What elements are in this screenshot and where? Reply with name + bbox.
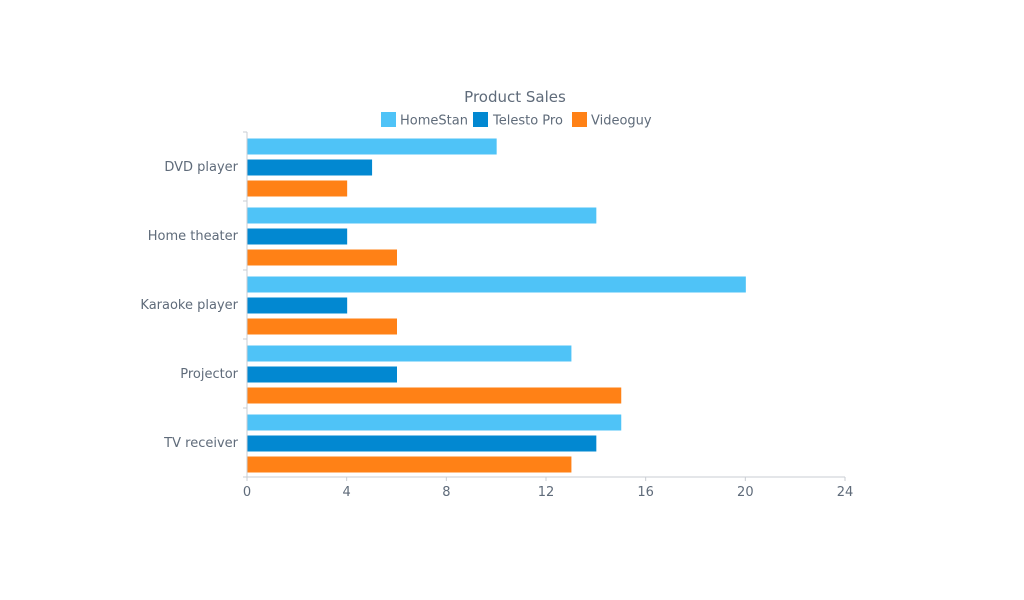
bar-videoguy-projector[interactable] — [247, 387, 622, 404]
y-tick-label-home-theater: Home theater — [148, 229, 239, 244]
legend-item-videoguy[interactable]: Videoguy — [572, 112, 652, 129]
x-tick-label-8: 8 — [442, 485, 450, 500]
legend-swatch — [572, 112, 587, 127]
bar-homestan-tv-receiver[interactable] — [247, 414, 622, 431]
x-tick-label-12: 12 — [538, 485, 555, 500]
bar-homestan-home-theater[interactable] — [247, 207, 597, 224]
x-tick-label-20: 20 — [737, 485, 754, 500]
bar-homestan-dvd-player[interactable] — [247, 138, 497, 155]
bar-homestan-karaoke-player[interactable] — [247, 276, 746, 293]
y-tick-label-karaoke-player: Karaoke player — [140, 298, 238, 313]
y-tick-label-projector: Projector — [180, 367, 238, 382]
bar-telesto-pro-tv-receiver[interactable] — [247, 435, 597, 452]
bars-group — [247, 138, 746, 473]
bar-telesto-pro-dvd-player[interactable] — [247, 159, 373, 176]
y-tick-label-tv-receiver: TV receiver — [163, 436, 238, 451]
bar-videoguy-karaoke-player[interactable] — [247, 318, 397, 335]
legend-swatch — [381, 112, 396, 127]
legend-label: Telesto Pro — [492, 114, 563, 129]
x-tick-label-24: 24 — [837, 485, 854, 500]
legend: HomeStan Telesto Pro Videoguy — [381, 112, 652, 129]
legend-swatch — [473, 112, 488, 127]
bar-telesto-pro-karaoke-player[interactable] — [247, 297, 348, 314]
x-tick-label-0: 0 — [243, 485, 251, 500]
legend-item-homestan[interactable]: HomeStan — [381, 112, 468, 129]
bar-homestan-projector[interactable] — [247, 345, 572, 362]
legend-item-telesto-pro[interactable]: Telesto Pro — [473, 112, 563, 129]
x-tick-label-16: 16 — [637, 485, 654, 500]
bar-videoguy-tv-receiver[interactable] — [247, 456, 572, 473]
legend-label: Videoguy — [591, 114, 652, 129]
x-tick-label-4: 4 — [343, 485, 351, 500]
y-tick-label-dvd-player: DVD player — [164, 160, 238, 175]
legend-label: HomeStan — [400, 114, 468, 129]
bar-videoguy-dvd-player[interactable] — [247, 180, 348, 197]
bar-telesto-pro-home-theater[interactable] — [247, 228, 348, 245]
axes-group: DVD player Home theater Karaoke player Proj… — [140, 131, 854, 500]
bar-telesto-pro-projector[interactable] — [247, 366, 397, 383]
chart-title: Product Sales — [464, 88, 566, 106]
bar-videoguy-home-theater[interactable] — [247, 249, 397, 266]
